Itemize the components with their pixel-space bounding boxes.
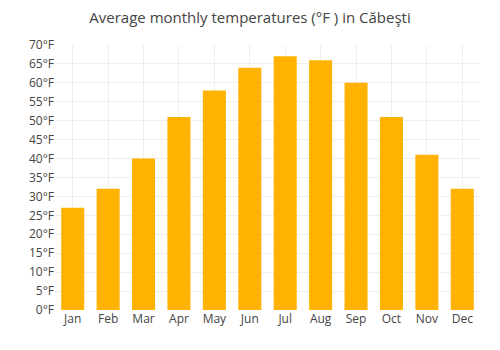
svg-text:Mar: Mar [132, 310, 154, 327]
svg-text:Aug: Aug [310, 310, 332, 327]
svg-text:Average monthly temperatures (: Average monthly temperatures (°F ) in Că… [89, 7, 410, 27]
svg-text:60°F: 60°F [29, 74, 54, 91]
svg-text:40°F: 40°F [29, 150, 54, 167]
svg-text:0°F: 0°F [36, 301, 54, 318]
svg-text:45°F: 45°F [29, 131, 54, 148]
svg-text:Jan: Jan [63, 310, 81, 327]
svg-text:Sep: Sep [346, 310, 367, 327]
svg-text:Nov: Nov [416, 310, 438, 327]
svg-text:50°F: 50°F [29, 112, 54, 129]
svg-text:5°F: 5°F [36, 282, 54, 299]
svg-text:Jun: Jun [240, 310, 259, 327]
svg-text:15°F: 15°F [29, 244, 54, 261]
svg-text:Jul: Jul [277, 310, 292, 327]
svg-text:30°F: 30°F [29, 188, 54, 205]
svg-text:20°F: 20°F [29, 225, 54, 242]
svg-text:35°F: 35°F [29, 169, 54, 186]
svg-text:May: May [203, 310, 227, 327]
svg-text:65°F: 65°F [29, 55, 54, 72]
svg-text:Oct: Oct [382, 310, 401, 327]
svg-text:Apr: Apr [169, 310, 189, 327]
svg-text:10°F: 10°F [29, 263, 54, 280]
svg-text:Feb: Feb [98, 310, 118, 327]
svg-text:55°F: 55°F [29, 93, 54, 110]
svg-text:70°F: 70°F [29, 36, 54, 53]
svg-text:Dec: Dec [452, 310, 473, 327]
svg-text:25°F: 25°F [29, 207, 54, 224]
